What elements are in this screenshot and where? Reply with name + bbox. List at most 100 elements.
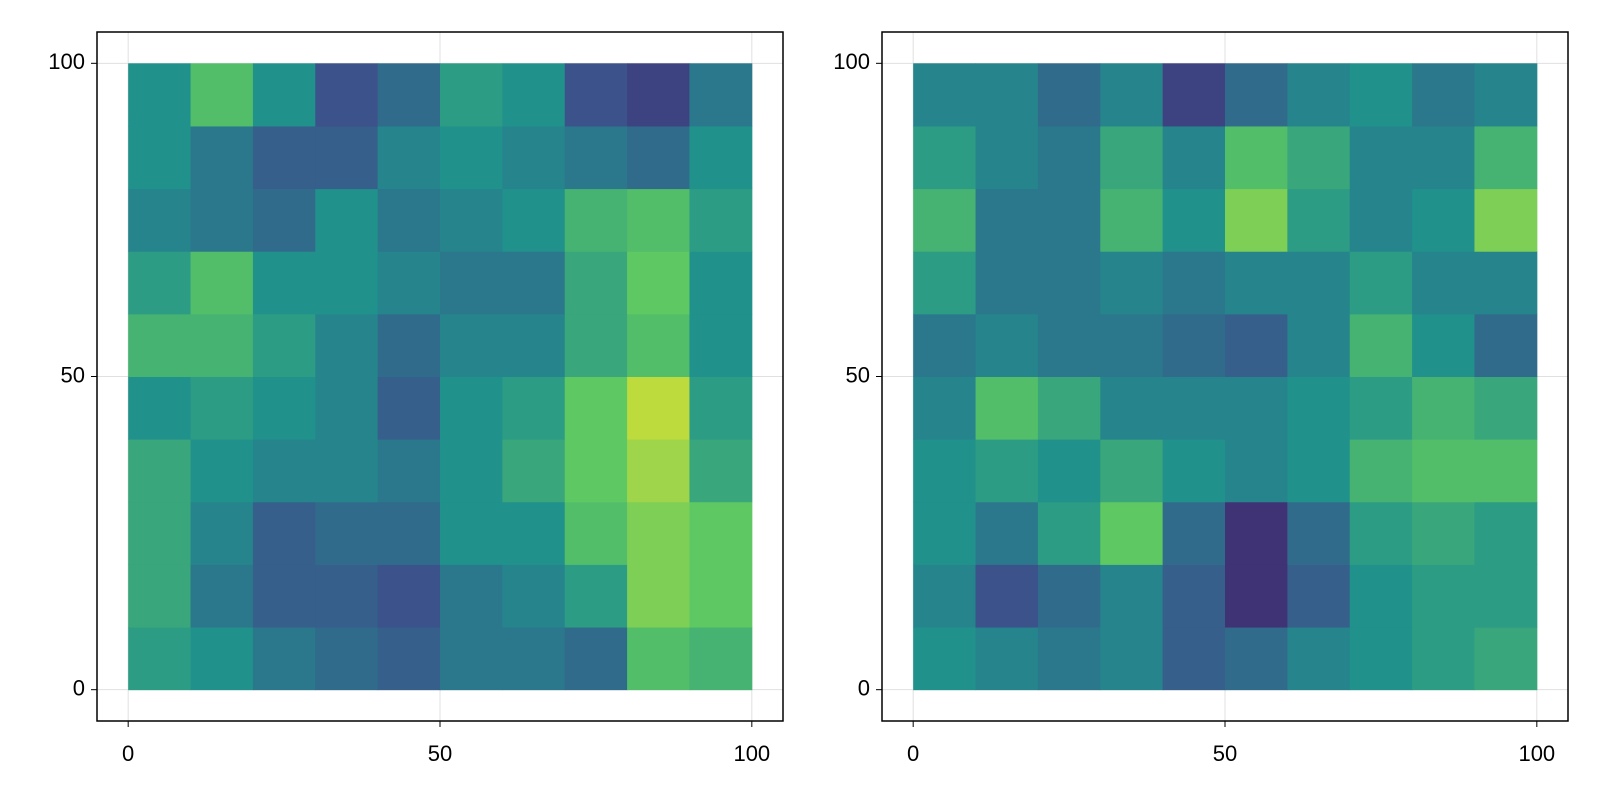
heatmap-cell bbox=[190, 313, 254, 377]
heatmap-cell bbox=[1412, 501, 1475, 565]
heatmap-cell bbox=[377, 501, 441, 565]
y-tick-label: 0 bbox=[858, 675, 870, 700]
heatmap-cell bbox=[440, 251, 503, 315]
heatmap-cell bbox=[913, 376, 977, 440]
y-tick-label: 100 bbox=[833, 49, 870, 74]
heatmap-cell bbox=[128, 188, 192, 252]
axis-frame bbox=[96, 31, 784, 722]
heatmap-cell bbox=[1225, 63, 1288, 127]
heatmap-cell bbox=[689, 251, 753, 315]
heatmap-cell bbox=[377, 251, 441, 315]
axis-frame bbox=[881, 31, 1569, 722]
heatmap-cell bbox=[913, 188, 977, 252]
heatmap-cell bbox=[502, 564, 566, 628]
heatmap-cell bbox=[315, 564, 379, 628]
heatmap-cell bbox=[128, 627, 192, 691]
heatmap-cell bbox=[627, 125, 690, 190]
heatmap-cell bbox=[564, 125, 628, 190]
heatmap-cell bbox=[128, 63, 192, 127]
heatmap-cell bbox=[689, 501, 753, 565]
heatmap-cell bbox=[502, 188, 566, 252]
heatmap-cell bbox=[502, 63, 566, 127]
heatmap-cell bbox=[1412, 564, 1475, 628]
heatmap-cell bbox=[1225, 313, 1288, 377]
heatmap-cell bbox=[377, 439, 441, 503]
heatmap-cell bbox=[1287, 627, 1351, 691]
heatmap-cell bbox=[975, 251, 1039, 315]
heatmap-cell bbox=[502, 125, 566, 190]
heatmap-cell bbox=[1412, 376, 1475, 440]
heatmap-cell bbox=[190, 188, 254, 252]
heatmap-cell bbox=[1287, 251, 1351, 315]
heatmap-cell bbox=[1412, 63, 1475, 127]
heatmap-cell bbox=[1287, 376, 1351, 440]
heatmap-cell bbox=[1162, 251, 1226, 315]
heatmap-cell bbox=[377, 313, 441, 377]
heatmap-cell bbox=[1037, 501, 1101, 565]
heatmap-cell bbox=[627, 376, 690, 440]
heatmap-cell bbox=[689, 125, 753, 190]
heatmap-cell bbox=[1412, 251, 1475, 315]
heatmap-cell bbox=[502, 251, 566, 315]
heatmap-cell bbox=[1349, 501, 1413, 565]
heatmap-cell bbox=[1287, 313, 1351, 377]
heatmap-cell bbox=[377, 63, 441, 127]
heatmap-cell bbox=[440, 501, 503, 565]
heatmap-cell bbox=[440, 564, 503, 628]
heatmap-cell bbox=[1225, 251, 1288, 315]
heatmap-cell bbox=[1287, 439, 1351, 503]
heatmap-cell bbox=[1474, 627, 1538, 691]
heatmap-cell bbox=[689, 63, 753, 127]
heatmap-cell bbox=[315, 313, 379, 377]
heatmap-cell bbox=[1474, 188, 1538, 252]
heatmap-cell bbox=[502, 376, 566, 440]
heatmap-cell bbox=[564, 627, 628, 691]
heatmap-cell bbox=[128, 251, 192, 315]
heatmap-panel: 0 50 100 0 50 100 bbox=[833, 31, 1569, 766]
heatmap-panel: 0 50 100 0 50 100 bbox=[48, 31, 784, 766]
heatmap-cell bbox=[689, 439, 753, 503]
y-tick-label: 100 bbox=[48, 49, 85, 74]
x-tick-label: 100 bbox=[1518, 741, 1555, 766]
heatmap-cell bbox=[252, 439, 316, 503]
heatmap-cell bbox=[1287, 63, 1351, 127]
heatmap-cell bbox=[1287, 125, 1351, 190]
heatmap-cell bbox=[1162, 125, 1226, 190]
heatmap-cell bbox=[377, 627, 441, 691]
heatmap-cell bbox=[252, 376, 316, 440]
heatmap-cell bbox=[689, 376, 753, 440]
heatmap-cell bbox=[689, 564, 753, 628]
heatmap-cell bbox=[377, 125, 441, 190]
heatmap-cell bbox=[1162, 564, 1226, 628]
heatmap-cell bbox=[1349, 313, 1413, 377]
x-tick-label: 0 bbox=[122, 741, 134, 766]
heatmap-cell bbox=[1162, 63, 1226, 127]
heatmap-cell bbox=[252, 251, 316, 315]
heatmap-cell bbox=[1412, 125, 1475, 190]
heatmap-cell bbox=[564, 564, 628, 628]
heatmap-cell bbox=[1225, 501, 1288, 565]
heatmap-cell bbox=[190, 251, 254, 315]
heatmap-cell bbox=[627, 251, 690, 315]
heatmap-cell bbox=[913, 439, 977, 503]
heatmap-cell bbox=[1100, 125, 1164, 190]
heatmap-cell bbox=[377, 564, 441, 628]
heatmap-cell bbox=[315, 188, 379, 252]
heatmap-cell bbox=[1162, 501, 1226, 565]
heatmap-cell bbox=[502, 501, 566, 565]
heatmap-cell bbox=[627, 627, 690, 691]
heatmap-cell bbox=[1037, 627, 1101, 691]
heatmap-cell bbox=[252, 313, 316, 377]
heatmap-cell bbox=[128, 564, 192, 628]
heatmap-cell bbox=[913, 627, 977, 691]
heatmap-cell bbox=[975, 439, 1039, 503]
heatmap-cell bbox=[1349, 439, 1413, 503]
heatmap-cell bbox=[190, 125, 254, 190]
heatmap-cell bbox=[913, 63, 977, 127]
heatmap-cell bbox=[975, 627, 1039, 691]
heatmap-cell bbox=[190, 564, 254, 628]
heatmap-cell bbox=[1225, 188, 1288, 252]
heatmap-cell bbox=[377, 188, 441, 252]
y-tick-label: 50 bbox=[846, 362, 870, 387]
